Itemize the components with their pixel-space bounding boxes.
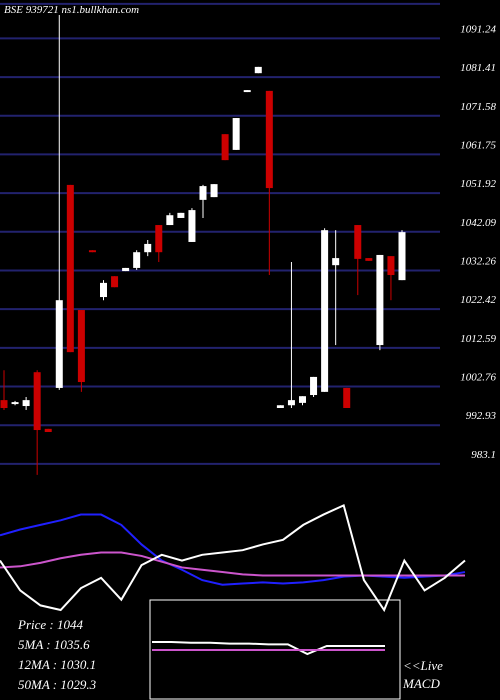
legend-entry: 5MA : 1035.6 <box>18 637 90 652</box>
candle-body <box>332 258 340 266</box>
y-tick-label: 1002.76 <box>460 372 496 384</box>
indicator-line <box>0 503 466 613</box>
candle-body <box>22 400 30 407</box>
candle-body <box>0 400 8 408</box>
indicator-line <box>0 513 466 586</box>
candle-body <box>144 243 152 253</box>
candle-body <box>221 134 229 161</box>
candle-body <box>287 400 295 406</box>
candle-body <box>254 66 262 74</box>
y-tick-label: 1051.92 <box>460 178 496 190</box>
candle-body <box>33 372 41 431</box>
candle-body <box>66 184 74 353</box>
candle-body <box>354 225 362 259</box>
candle-body <box>177 212 185 218</box>
y-tick-label: 983.1 <box>471 449 496 461</box>
candle-body <box>387 256 395 276</box>
legend-entry: 12MA : 1030.1 <box>18 657 96 672</box>
candle-body <box>188 210 196 242</box>
y-tick-label: 1032.26 <box>460 255 496 267</box>
live-label: <<Live <box>403 658 443 673</box>
candle-body <box>265 90 273 189</box>
y-tick-label: 1061.75 <box>460 139 496 151</box>
y-tick-label: 1081.41 <box>460 62 496 74</box>
candle-body <box>77 310 85 383</box>
candle-body <box>11 402 19 405</box>
candle-body <box>55 300 63 388</box>
legend-entry: Price : 1044 <box>17 617 83 632</box>
macd-line <box>152 641 385 656</box>
candle-body <box>343 387 351 408</box>
candle-body <box>376 254 384 346</box>
candle-body <box>243 90 251 93</box>
y-tick-label: 1091.24 <box>460 23 496 35</box>
candle-body <box>100 282 107 298</box>
chart-title: BSE 939721 ns1.bullkhan.com <box>4 4 139 16</box>
candle-body <box>88 250 96 253</box>
y-tick-label: 1071.58 <box>460 101 496 113</box>
candle-body <box>122 267 130 272</box>
candle-body <box>398 232 406 281</box>
candle-body <box>299 396 306 403</box>
candle-body <box>44 428 52 432</box>
candle-body <box>210 184 218 198</box>
candle-body <box>276 405 284 408</box>
candle-body <box>365 258 373 261</box>
macd-label: MACD <box>402 676 440 691</box>
indicator-line <box>0 551 465 577</box>
candle-body <box>111 276 119 288</box>
candle-body <box>155 225 163 253</box>
y-tick-label: 1012.59 <box>460 333 496 345</box>
y-tick-label: 992.93 <box>466 410 497 422</box>
candle-body <box>232 118 240 150</box>
y-tick-label: 1022.42 <box>460 294 496 306</box>
candle-body <box>310 376 318 396</box>
candle-body <box>166 215 174 226</box>
y-tick-label: 1042.09 <box>460 217 496 229</box>
y-tick-label: 1100 <box>475 0 497 1</box>
candle-body <box>133 252 141 268</box>
candle-body <box>199 186 207 200</box>
legend-entry: 50MA : 1029.3 <box>18 677 97 692</box>
candle-body <box>321 230 329 392</box>
